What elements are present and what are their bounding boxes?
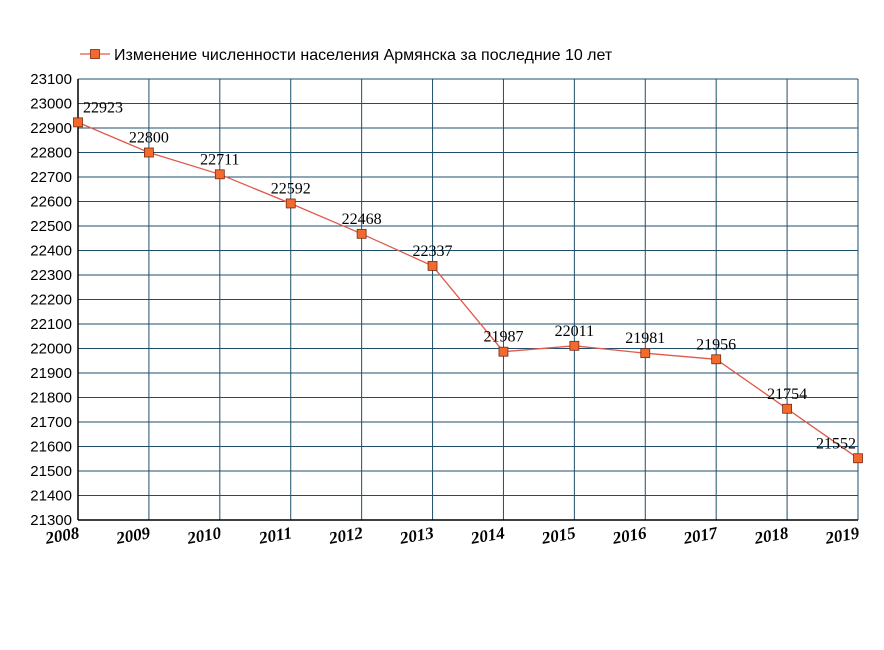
- x-tick-label: 2019: [823, 523, 861, 548]
- data-label: 21981: [625, 330, 665, 347]
- x-tick-label: 2018: [752, 523, 790, 548]
- data-label: 22468: [342, 211, 382, 228]
- data-point: [144, 147, 154, 158]
- y-tick-label: 21300: [30, 512, 72, 529]
- y-tick-label: 22900: [30, 120, 72, 137]
- x-tick-label: 2016: [610, 523, 648, 548]
- y-tick-label: 22100: [30, 316, 72, 333]
- x-tick-label: 2013: [397, 523, 435, 548]
- legend-marker: [90, 49, 100, 59]
- x-tick-label: 2010: [185, 523, 223, 548]
- data-label: 22800: [129, 130, 169, 147]
- y-tick-label: 22600: [30, 194, 72, 211]
- data-label: 21552: [816, 435, 856, 452]
- data-label: 21987: [483, 329, 523, 346]
- y-tick-label: 22300: [30, 267, 72, 284]
- data-point: [285, 198, 296, 209]
- y-tick-label: 21600: [30, 439, 72, 456]
- y-tick-label: 23100: [30, 71, 72, 88]
- y-tick-label: 21900: [30, 365, 72, 382]
- data-label: 22011: [555, 323, 594, 340]
- data-point: [498, 346, 509, 357]
- data-point: [427, 261, 438, 271]
- data-label: 22337: [413, 243, 453, 260]
- series-line: [77, 121, 859, 459]
- legend: Изменение численности населения Армянска…: [80, 47, 613, 64]
- y-tick-label: 21700: [30, 414, 72, 431]
- data-label: 21956: [696, 336, 736, 353]
- x-tick-label: 2012: [327, 523, 365, 548]
- x-tick-label: 2009: [114, 523, 152, 548]
- data-point: [782, 403, 792, 414]
- data-label: 22592: [271, 180, 311, 197]
- y-tick-label: 21500: [30, 463, 72, 480]
- y-tick-label: 22500: [30, 218, 72, 235]
- data-label: 22711: [200, 151, 239, 168]
- y-tick-label: 23000: [30, 96, 72, 113]
- data-point: [569, 340, 580, 351]
- data-point: [73, 117, 83, 128]
- x-tick-label: 2011: [257, 523, 294, 548]
- data-point: [853, 453, 863, 464]
- data-label: 22923: [83, 99, 123, 116]
- data-point: [711, 354, 722, 365]
- data-point: [640, 348, 651, 359]
- y-tick-label: 21400: [30, 488, 72, 505]
- y-tick-label: 22000: [30, 341, 72, 358]
- y-tick-label: 22400: [30, 243, 72, 260]
- x-tick-label: 2015: [539, 523, 577, 548]
- x-tick-label: 2014: [468, 523, 506, 548]
- data-point: [356, 228, 367, 239]
- y-tick-label: 21800: [30, 390, 72, 407]
- legend-label: Изменение численности населения Армянска…: [114, 47, 613, 64]
- data-label: 21754: [767, 386, 807, 403]
- y-tick-label: 22800: [30, 145, 72, 162]
- y-tick-label: 22700: [30, 169, 72, 186]
- y-tick-label: 22200: [30, 292, 72, 309]
- data-point: [214, 169, 225, 180]
- x-tick-label: 2017: [681, 523, 720, 548]
